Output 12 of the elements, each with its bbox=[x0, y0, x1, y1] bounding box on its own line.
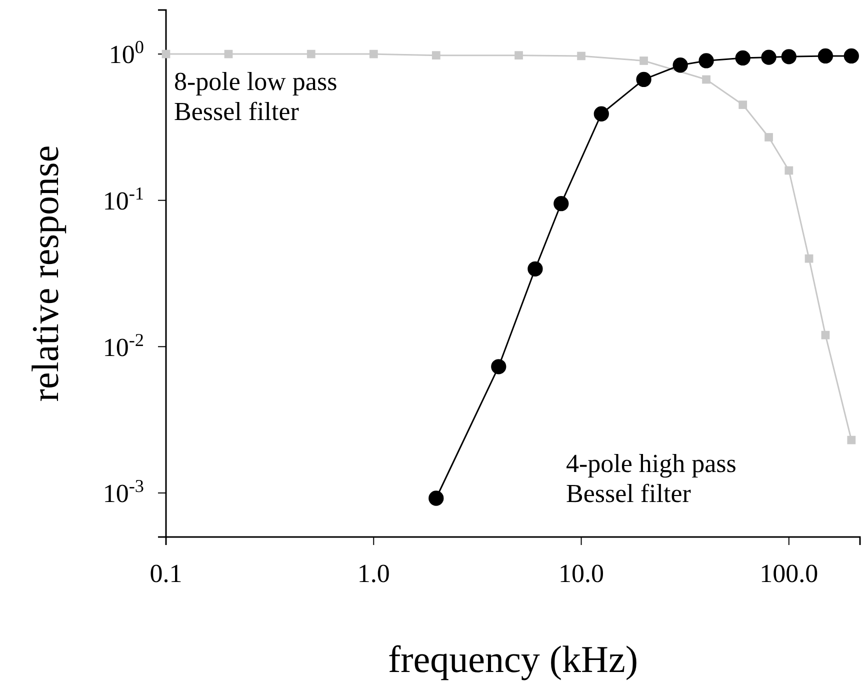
x-axis-title: frequency (kHz) bbox=[388, 639, 638, 681]
annotation: 8-pole low pass Bessel filter bbox=[174, 67, 338, 126]
x-tick-label: 1.0 bbox=[357, 559, 390, 588]
y-tick-label: 10$^{0}$ bbox=[108, 37, 144, 70]
annotation: 4-pole high pass Bessel filter bbox=[566, 449, 736, 508]
x-tick-label: 0.1 bbox=[150, 559, 182, 588]
x-tick-label: 10.0 bbox=[558, 559, 604, 588]
x-tick-label: 100.0 bbox=[760, 559, 818, 588]
y-tick-label: 10$^{-1}$ bbox=[102, 183, 144, 216]
y-tick-label: 10$^{-3}$ bbox=[102, 476, 144, 508]
y-axis-title: relative response bbox=[25, 145, 67, 402]
y-tick-label: 10$^{-2}$ bbox=[102, 330, 144, 362]
